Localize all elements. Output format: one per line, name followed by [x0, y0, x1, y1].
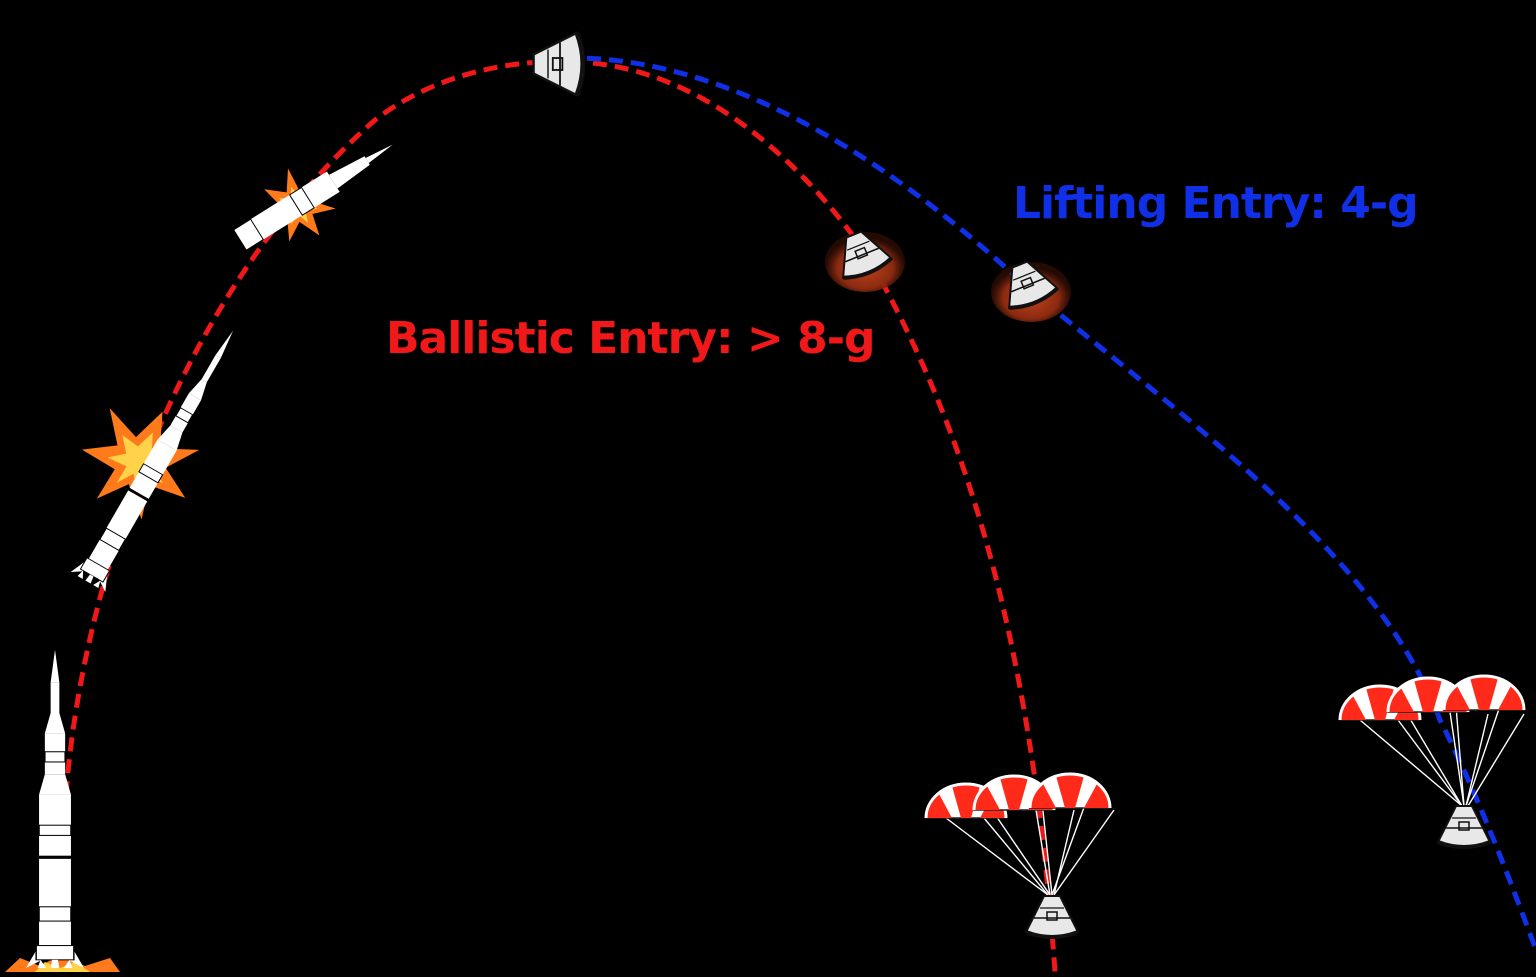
ballistic-entry-label: Ballistic Entry: > 8-g — [386, 313, 875, 364]
lifting-parachutes-icon — [1338, 674, 1526, 849]
ballistic-trajectory — [63, 59, 1058, 973]
ballistic-parachutes-icon — [924, 772, 1115, 939]
rocket-on-pad-icon — [5, 649, 120, 972]
lifting-trajectory — [564, 55, 1536, 951]
upper-stage-icon — [232, 144, 393, 254]
lifting-reentry-capsule-icon — [991, 252, 1071, 322]
rocket-ascent-icon — [65, 320, 251, 593]
capsule-apex-icon — [534, 33, 583, 95]
lifting-entry-label: Lifting Entry: 4-g — [1013, 178, 1419, 229]
ballistic-reentry-capsule-icon — [825, 222, 905, 292]
